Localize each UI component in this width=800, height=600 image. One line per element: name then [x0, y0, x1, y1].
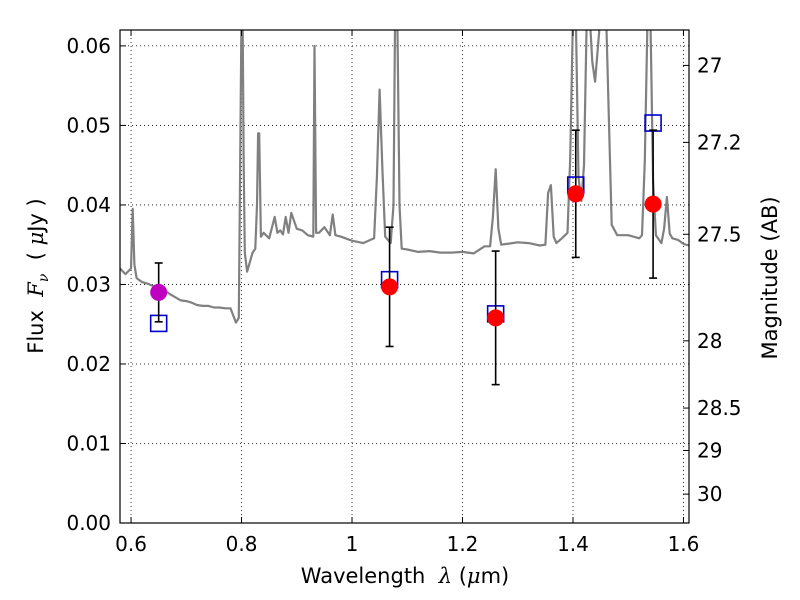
y-tick-label: 0.03 [66, 272, 111, 296]
model-spectrum-line [120, 30, 689, 324]
y-axis-label: Flux Fν ( μJy ) [24, 198, 52, 353]
observed-point [644, 195, 662, 213]
y2-tick-label: 28.5 [697, 396, 742, 420]
x-tick-label: 0.6 [115, 532, 147, 556]
y2-tick-label: 30 [697, 482, 722, 506]
y-tick-label: 0.01 [66, 431, 111, 455]
x-tick-label: 1.4 [557, 532, 589, 556]
observed-photometry-markers [150, 185, 662, 327]
plot-frame [119, 29, 690, 524]
observed-point [150, 283, 168, 301]
x-tick-label: 0.8 [226, 532, 258, 556]
y-tick-label: 0.00 [66, 511, 111, 535]
observed-point [381, 278, 399, 296]
observed-point [487, 309, 505, 327]
x-axis-label: Wavelength λ (μm) [301, 564, 509, 588]
y2-tick-label: 27.5 [697, 222, 742, 246]
y-tick-label: 0.06 [66, 34, 111, 58]
observed-point [567, 185, 585, 203]
x-tick-label: 1.2 [447, 532, 479, 556]
y2-axis-ticks: 27 27.2 27.5 28 28.5 29 30 [683, 53, 742, 506]
y2-tick-label: 29 [697, 438, 722, 462]
plot-content [120, 30, 689, 386]
y-tick-label: 0.05 [66, 113, 111, 137]
y2-tick-label: 27 [697, 53, 722, 77]
y-tick-label: 0.02 [66, 352, 111, 376]
plot-area [120, 30, 689, 523]
y-tick-label: 0.04 [66, 193, 111, 217]
x-axis-ticks: 0.6 0.8 1 1.2 1.4 1.6 [115, 30, 699, 556]
y-axis-ticks: 0.00 0.01 0.02 0.03 0.04 0.05 0.06 [66, 34, 126, 535]
y2-tick-label: 27.2 [697, 130, 742, 154]
y2-tick-label: 28 [697, 329, 722, 353]
y2-axis-label: Magnitude (AB) [758, 196, 782, 359]
x-tick-label: 1.6 [668, 532, 700, 556]
x-tick-label: 1 [346, 532, 359, 556]
